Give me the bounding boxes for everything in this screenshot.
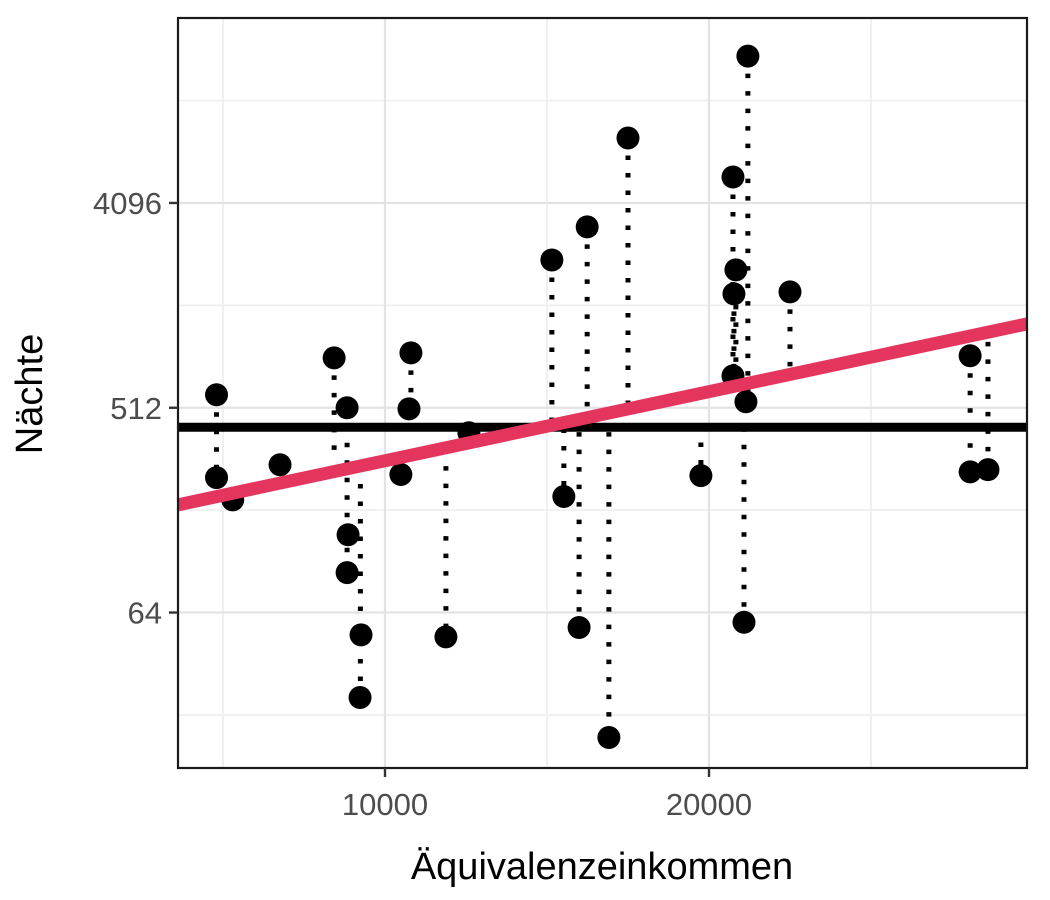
- x-axis-title: Äquivalenzeinkommen: [411, 846, 793, 888]
- y-tick-label: 512: [110, 391, 162, 426]
- data-point: [335, 561, 359, 585]
- data-point: [322, 346, 346, 370]
- data-point: [205, 466, 229, 490]
- data-point: [389, 462, 413, 486]
- data-point: [399, 341, 423, 365]
- y-tick-label: 4096: [93, 186, 162, 221]
- data-point: [958, 344, 982, 368]
- model-lines: [176, 317, 1029, 512]
- data-point: [597, 725, 621, 749]
- x-tick-label: 10000: [342, 787, 428, 822]
- data-point: [349, 623, 373, 647]
- data-point: [976, 458, 1000, 482]
- data-point: [397, 397, 421, 421]
- data-point: [575, 215, 599, 239]
- residual-segments: [214, 56, 991, 738]
- x-tick-label: 20000: [666, 787, 752, 822]
- gridlines: [178, 18, 1027, 768]
- data-point: [268, 453, 292, 477]
- panel-border-rect: [176, 16, 1029, 770]
- data-point: [205, 383, 229, 407]
- data-point: [724, 258, 748, 282]
- y-axis-title: Nächte: [9, 334, 51, 454]
- data-point: [958, 460, 982, 484]
- panel-border: [176, 16, 1029, 770]
- data-points: [205, 44, 1000, 749]
- data-point: [732, 610, 756, 634]
- data-point: [434, 625, 458, 649]
- y-tick-label: 64: [128, 596, 162, 631]
- data-point: [336, 523, 360, 547]
- data-point: [722, 282, 746, 306]
- data-point: [348, 686, 372, 710]
- data-point: [689, 464, 713, 488]
- data-point: [335, 396, 359, 420]
- data-point: [736, 44, 760, 68]
- data-point: [778, 280, 802, 304]
- data-point: [552, 484, 576, 508]
- data-point: [616, 126, 640, 150]
- data-point: [540, 248, 564, 272]
- data-point: [567, 615, 591, 639]
- data-point: [721, 165, 745, 189]
- axis-ticks: 10000 20000 4096 512 64: [93, 186, 752, 822]
- data-point: [734, 390, 758, 414]
- regression-line: [176, 317, 1029, 512]
